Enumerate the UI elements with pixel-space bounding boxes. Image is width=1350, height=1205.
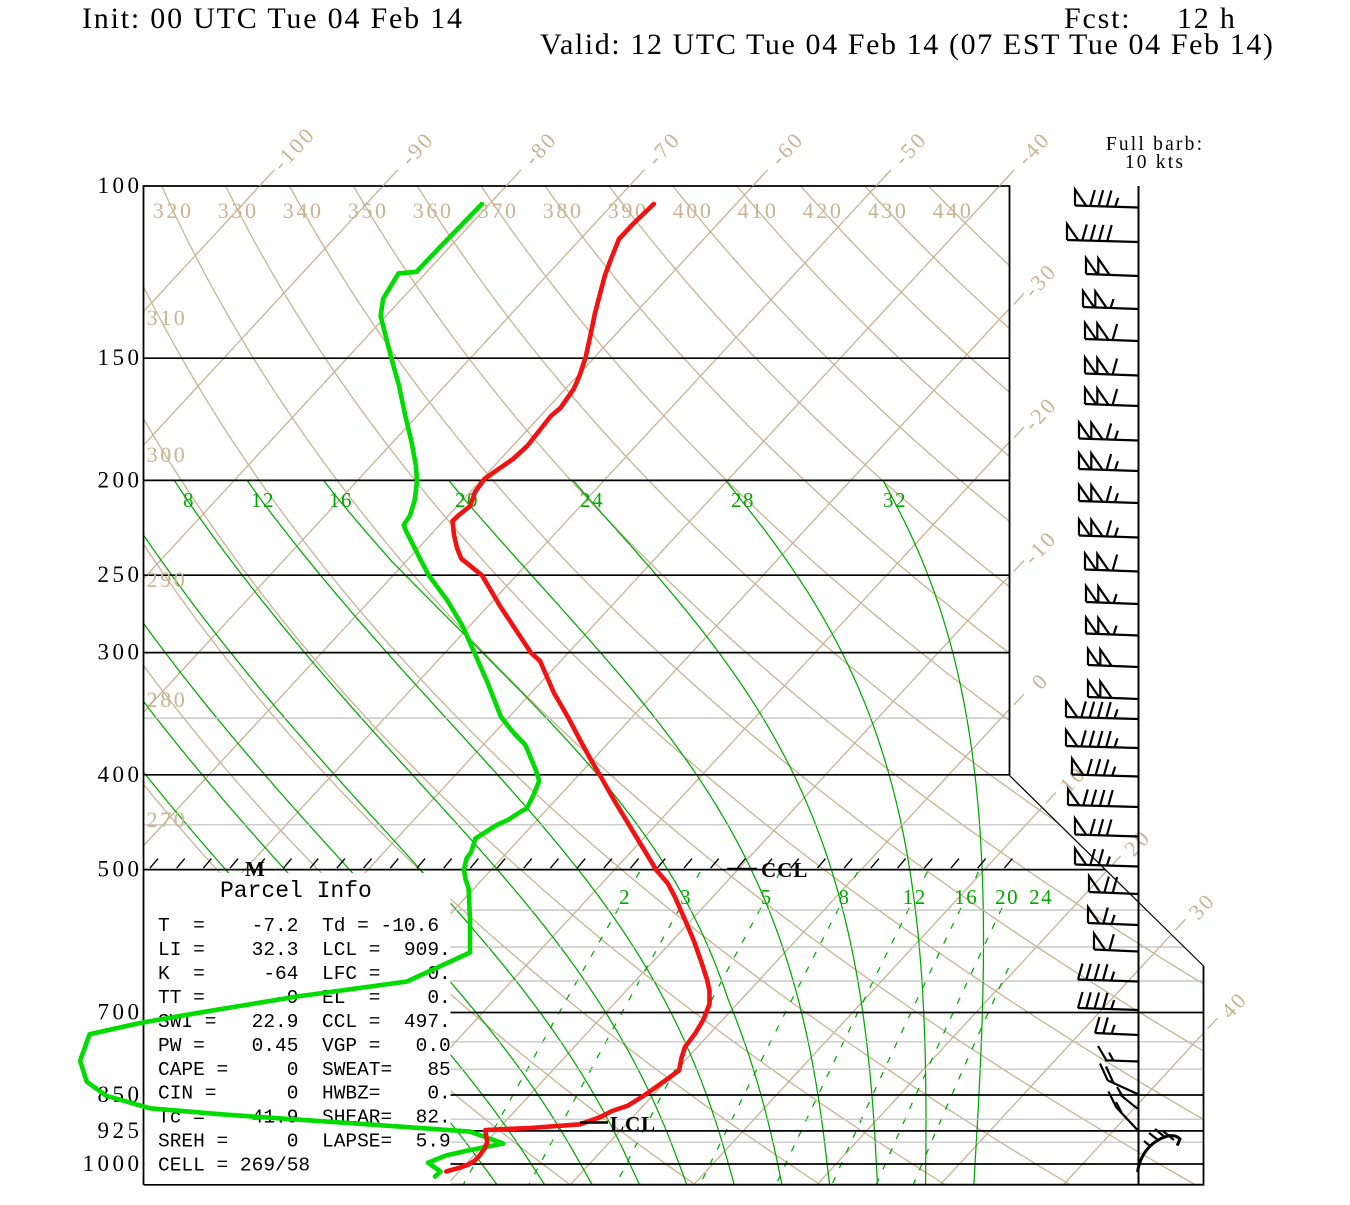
svg-text:3: 3 [680,885,692,909]
svg-text:CCL: CCL [761,858,808,882]
svg-text:200: 200 [98,467,143,492]
svg-text:410: 410 [738,198,779,223]
svg-text:300: 300 [147,442,188,467]
svg-text:400: 400 [673,198,714,223]
svg-text:10 kts: 10 kts [1125,152,1185,173]
svg-text:330: 330 [218,198,259,223]
svg-text:HWBZ= 0.: HWBZ= 0. [322,1083,451,1105]
svg-text:290: 290 [147,567,188,592]
svg-text:PW = 0.45: PW = 0.45 [158,1035,298,1057]
svg-text:12: 12 [903,885,927,909]
svg-text:440: 440 [933,198,974,223]
svg-text:M: M [245,857,265,881]
svg-text:Td = -10.6: Td = -10.6 [322,915,439,937]
svg-text:Parcel Info: Parcel Info [220,878,372,904]
svg-text:100: 100 [98,173,143,198]
svg-text:CIN = 0: CIN = 0 [158,1083,298,1105]
svg-text:400: 400 [98,762,143,787]
svg-text:LCL: LCL [610,1112,656,1136]
svg-text:430: 430 [868,198,909,223]
svg-text:SWEAT= 85: SWEAT= 85 [322,1059,451,1081]
svg-text:LAPSE= 5.9: LAPSE= 5.9 [322,1131,451,1153]
svg-text:24: 24 [1029,885,1053,909]
svg-text:380: 380 [543,198,584,223]
svg-text:420: 420 [803,198,844,223]
svg-text:LFC = 0.: LFC = 0. [322,963,451,985]
svg-text:280: 280 [147,687,188,712]
svg-text:T = -7.2: T = -7.2 [158,915,298,937]
svg-text:2: 2 [619,885,631,909]
svg-text:5: 5 [761,885,773,909]
svg-text:32: 32 [883,488,907,512]
svg-text:Init: 00 UTC Tue 04 Feb 14: Init: 00 UTC Tue 04 Feb 14 [82,2,464,35]
svg-text:28: 28 [731,488,755,512]
svg-text:310: 310 [147,305,188,330]
svg-text:350: 350 [348,198,389,223]
svg-text:CCL = 497.: CCL = 497. [322,1011,451,1033]
svg-text:250: 250 [98,562,143,587]
svg-text:370: 370 [478,198,519,223]
svg-text:VGP = 0.0: VGP = 0.0 [322,1035,451,1057]
svg-text:340: 340 [283,198,324,223]
svg-text:CAPE = 0: CAPE = 0 [158,1059,298,1081]
svg-text:270: 270 [147,807,188,832]
svg-text:8: 8 [183,488,195,512]
svg-text:LI = 32.3: LI = 32.3 [158,939,298,961]
svg-text:8: 8 [839,885,851,909]
svg-text:300: 300 [98,640,143,665]
svg-text:1000: 1000 [83,1151,143,1176]
svg-text:24: 24 [580,488,604,512]
svg-text:12 h: 12 h [1177,2,1237,35]
svg-text:12: 12 [251,488,275,512]
svg-text:700: 700 [98,1000,143,1025]
svg-text:LCL = 909.: LCL = 909. [322,939,451,961]
svg-text:16: 16 [954,885,978,909]
svg-text:Fcst:: Fcst: [1064,2,1131,35]
svg-text:K = -64: K = -64 [158,963,298,985]
svg-text:500: 500 [98,857,143,882]
svg-text:150: 150 [98,345,143,370]
svg-text:390: 390 [608,198,649,223]
svg-text:16: 16 [329,488,353,512]
svg-text:20: 20 [995,885,1019,909]
svg-text:320: 320 [153,198,194,223]
svg-text:925: 925 [98,1118,143,1143]
svg-text:SREH = 0: SREH = 0 [158,1131,298,1153]
svg-text:Valid: 12 UTC Tue 04 Feb 14 (0: Valid: 12 UTC Tue 04 Feb 14 (07 EST Tue … [540,28,1275,61]
svg-text:360: 360 [413,198,454,223]
svg-text:CELL = 269/58: CELL = 269/58 [158,1155,310,1177]
